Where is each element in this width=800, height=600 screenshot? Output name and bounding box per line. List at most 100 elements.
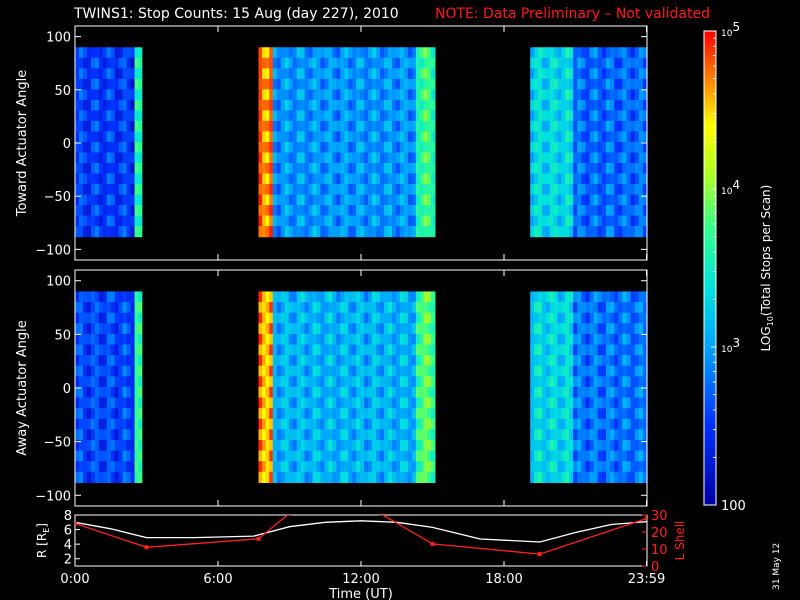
heatmap-cell [300,152,306,164]
heatmap-cell [372,386,377,399]
heatmap-cell [118,120,124,133]
heatmap-cell [316,194,322,206]
heatmap-cell [352,418,357,430]
heatmap-cell [610,162,615,175]
x-axis-label: Time (UT) [328,587,393,600]
heatmap-cell [538,418,543,430]
heatmap-cell [534,68,539,80]
heatmap-cell [569,450,574,462]
heatmap-cell [380,110,385,122]
heatmap-cell [630,194,636,206]
heatmap-cell [630,302,636,314]
heatmap-cell [284,99,290,111]
heatmap-cell [419,376,425,388]
heatmap-cell [380,397,385,409]
heatmap-cell [336,291,341,303]
heatmap-cell [380,386,385,399]
heatmap-cell [395,131,401,143]
heatmap-cell [557,141,563,154]
heatmap-cell [324,173,330,185]
heatmap-cell [618,291,623,303]
heatmap-cell [399,68,405,80]
heatmap-cell [118,194,124,206]
heatmap-cell [276,344,282,356]
heatmap-cell [130,376,136,388]
heatmap-cell [102,418,108,430]
heatmap-cell [269,110,274,122]
heatmap-cell [597,110,603,122]
heatmap-cell [138,120,143,133]
heatmap-cell [352,226,357,238]
heatmap-cell [419,312,425,324]
heatmap-cell [541,78,547,90]
heatmap-cell [573,344,578,356]
heatmap-cell [348,47,353,59]
heatmap-cell [126,302,132,314]
heatmap-cell [284,302,290,314]
heatmap-cell [423,365,428,377]
heatmap-cell [336,355,341,367]
y-tick-label: −50 [44,190,71,205]
heatmap-cell [618,429,623,441]
heatmap-cell [618,226,623,238]
heatmap-cell [134,120,139,133]
heatmap-cell [352,302,357,314]
heatmap-cell [320,173,326,185]
heatmap-cell [94,131,100,143]
heatmap-cell [118,461,124,473]
heatmap-cell [538,78,543,90]
heatmap-cell [368,184,373,196]
heatmap-cell [634,141,640,154]
heatmap-cell [530,418,535,430]
heatmap-cell [622,439,628,452]
heatmap-cell [538,89,543,101]
heatmap-cell [538,365,543,377]
heatmap-cell [534,184,539,196]
heatmap-cell [316,408,322,420]
heatmap-cell [419,365,425,377]
heatmap-cell [380,429,385,441]
heatmap-cell [78,397,84,409]
heatmap-cell [98,365,104,377]
heatmap-cell [376,429,381,441]
heatmap-cell [134,68,139,80]
heatmap-cell [423,184,428,196]
heatmap-cell [312,344,318,356]
heatmap-cell [395,439,401,452]
heatmap-cell [336,99,341,111]
heatmap-cell [316,110,322,122]
heatmap-cell [356,408,361,420]
heatmap-cell [630,162,636,175]
heatmap-cell [399,47,405,59]
heatmap-cell [300,78,306,90]
heatmap-cell [605,141,611,154]
heatmap-cell [284,184,290,196]
heatmap-cell [344,162,349,175]
heatmap-cell [126,131,132,143]
heatmap-cell [292,47,298,59]
heatmap-cell [395,141,401,154]
heatmap-cell [118,376,124,388]
heatmap-cell [368,162,373,175]
heatmap-cell [376,461,381,473]
heatmap-cell [642,365,648,377]
heatmap-cell [419,344,425,356]
heatmap-cell [565,226,570,238]
heatmap-cell [419,291,425,303]
heatmap-cell [419,386,425,399]
heatmap-cell [593,78,599,90]
heatmap-cell [638,99,644,111]
heatmap-cell [403,226,409,238]
heatmap-cell [114,141,120,154]
heatmap-cell [626,312,632,324]
heatmap-cell [618,376,623,388]
heatmap-cell [272,365,278,377]
heatmap-cell [553,302,559,314]
heatmap-cell [626,194,632,206]
heatmap-cell [272,226,278,238]
heatmap-cell [110,344,116,356]
heatmap-cell [626,439,632,452]
heatmap-cell [106,376,112,388]
heatmap-cell [411,110,417,122]
heatmap-cell [388,439,393,452]
